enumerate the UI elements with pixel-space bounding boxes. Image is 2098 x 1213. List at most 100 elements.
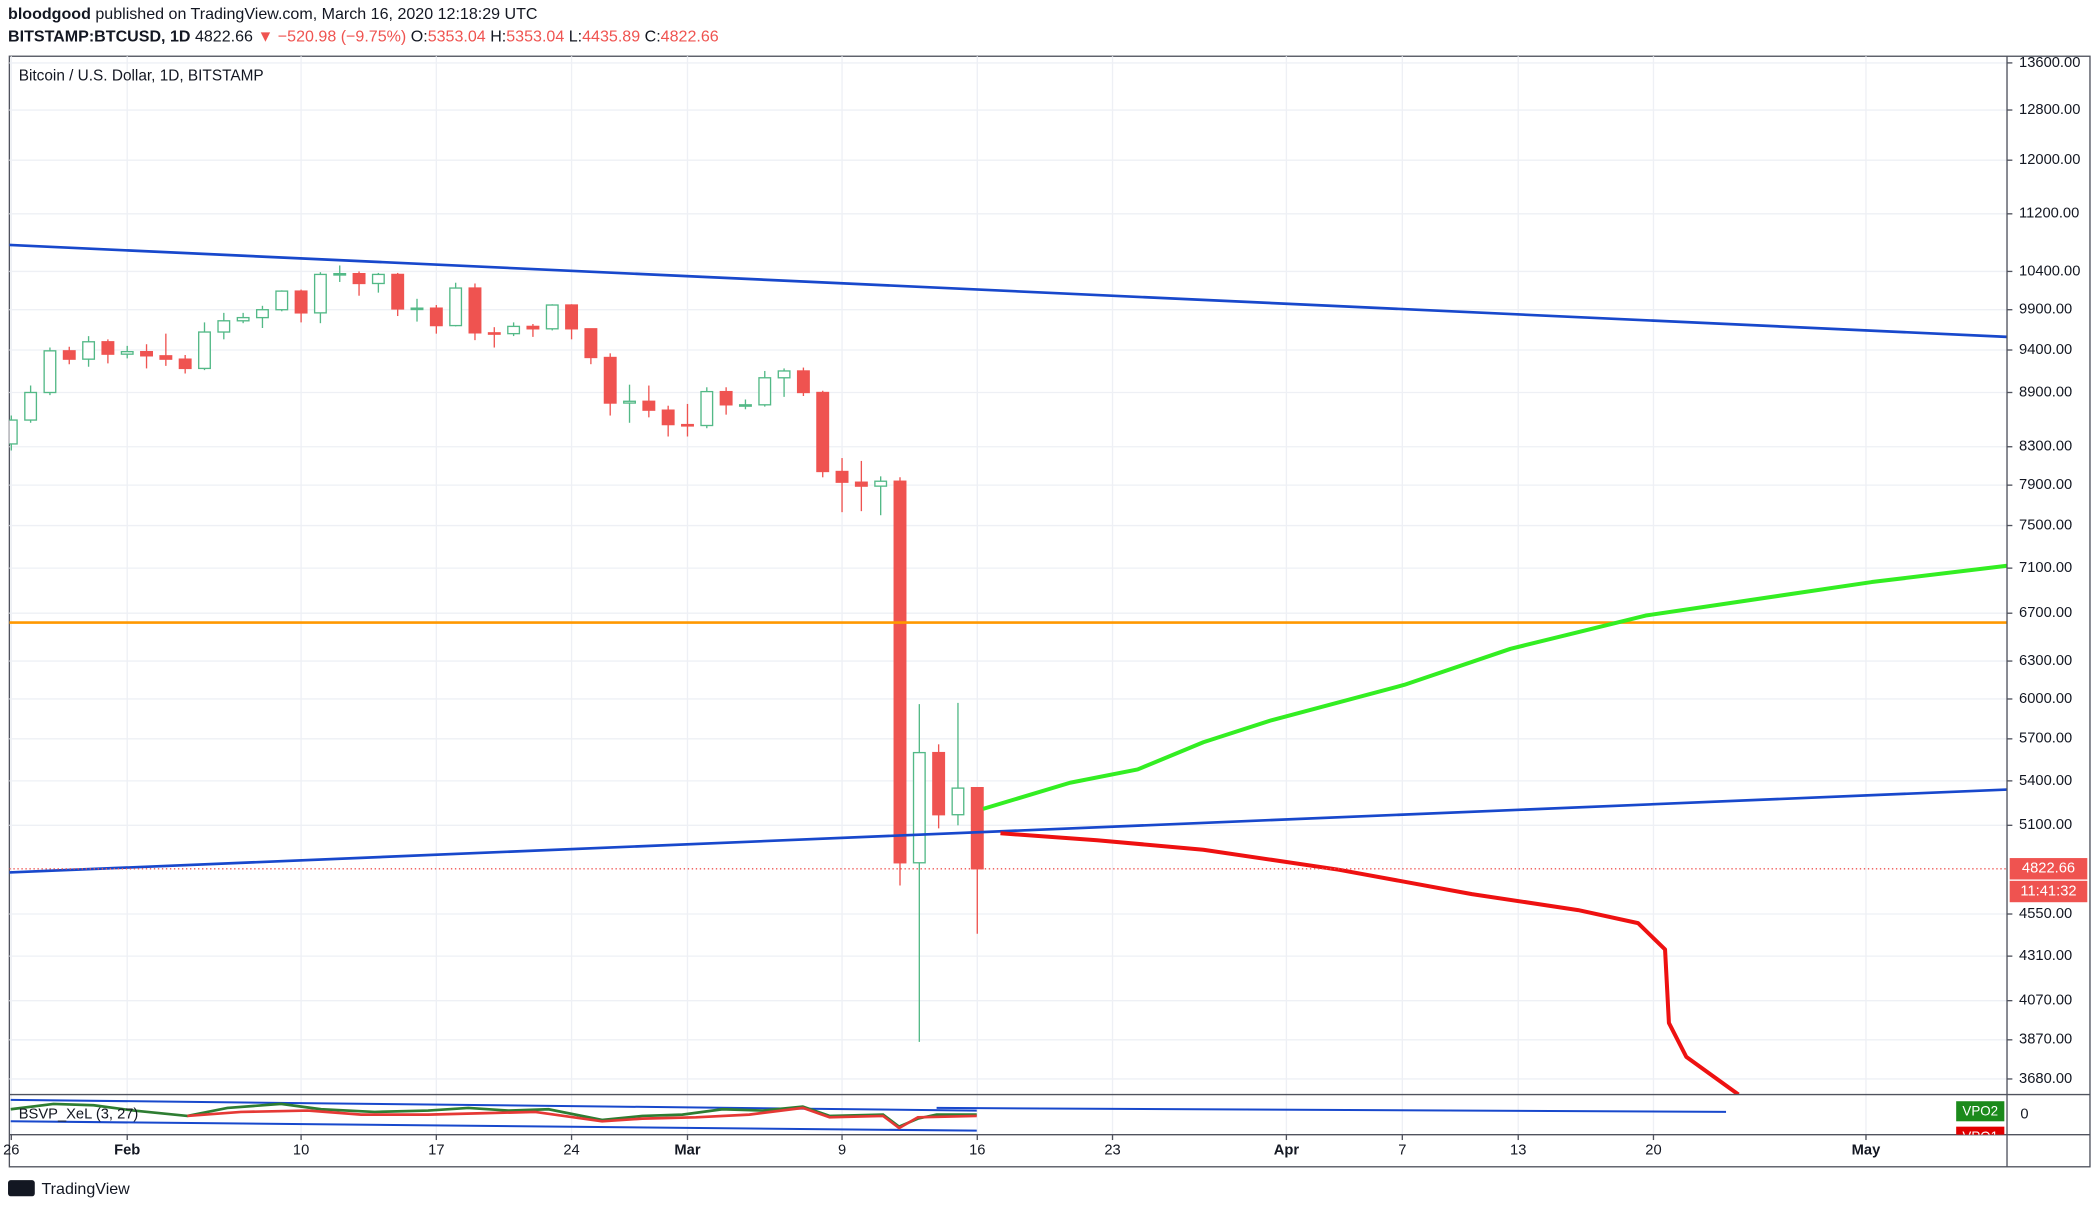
y-tick-label: 8900.00 [2019, 384, 2072, 400]
y-tick-label: 12800.00 [2019, 102, 2080, 118]
published: published on TradingView.com, March 16, … [95, 5, 537, 23]
candle-body [700, 390, 714, 427]
indicator-line [187, 1106, 977, 1130]
badge-label: VPO2 [1962, 1103, 1998, 1118]
y-tick-label: 7900.00 [2019, 477, 2072, 493]
candle-body [120, 350, 134, 355]
y-tick-label: 13600.00 [2019, 55, 2080, 71]
indicator-badge [1956, 1126, 2005, 1135]
header-line-2: BITSTAMP:BTCUSD, 1D 4822.66 ▼ −520.98 (−… [8, 28, 719, 46]
publisher: bloodgood [8, 5, 91, 23]
indicator-line [10, 1120, 977, 1132]
x-tick-label: 26 [3, 1143, 19, 1159]
x-tick-label: May [1852, 1143, 1881, 1159]
x-tick-label: 24 [563, 1143, 579, 1159]
x-tick-label: Feb [114, 1143, 140, 1159]
x-tick-label: 7 [1398, 1143, 1406, 1159]
y-tick-label: 6000.00 [2019, 691, 2072, 707]
candle-body [24, 391, 38, 421]
high-value: 5353.04 [506, 28, 564, 46]
y-tick-label: 3680.00 [2019, 1071, 2072, 1087]
candle-body [159, 355, 173, 360]
y-tick-label: 7500.00 [2019, 517, 2072, 533]
last-price-label: 4822.66 [2022, 861, 2075, 877]
y-tick-label: 9900.00 [2019, 302, 2072, 318]
y-tick-label: 5100.00 [2019, 817, 2072, 833]
candle-body [970, 786, 984, 870]
x-tick-label: 16 [969, 1143, 985, 1159]
candle-body [101, 341, 115, 355]
candle-body [951, 787, 965, 816]
candle-body [236, 316, 250, 322]
candle-body [545, 304, 559, 330]
header-line-1: bloodgood published on TradingView.com, … [8, 5, 538, 23]
candle-body [874, 480, 888, 487]
candle-body [854, 481, 868, 487]
candle-body [738, 404, 752, 407]
y-tick-label: 4550.00 [2019, 906, 2072, 922]
candle-body [352, 273, 366, 285]
candle-body [449, 287, 463, 327]
y-tick-label: 6700.00 [2019, 605, 2072, 621]
drawing-line [9, 788, 2008, 874]
candle-body [429, 307, 443, 327]
drawing-line [982, 563, 2008, 811]
x-tick-label: Mar [674, 1143, 700, 1159]
candle-body [391, 273, 405, 310]
candle-body [255, 309, 269, 319]
candle-body [816, 391, 830, 473]
x-tick-label: Apr [1274, 1143, 1300, 1159]
indicator-pane: VPO2 VPO1 [10, 1098, 2005, 1144]
footer-logo: TradingView [8, 1180, 130, 1198]
candle-body [410, 307, 424, 311]
x-tick-label: 10 [293, 1143, 309, 1159]
candle-body [275, 290, 289, 311]
y-tick-label: 11200.00 [2019, 206, 2079, 222]
y-tick-label: 3870.00 [2019, 1032, 2072, 1048]
y-tick-label: 7100.00 [2019, 560, 2072, 576]
indicator-line [936, 1106, 1727, 1113]
candle-body [642, 400, 656, 411]
x-tick-label: 20 [1645, 1143, 1661, 1159]
close-value: 4822.66 [661, 28, 719, 46]
y-tick-label: 10400.00 [2019, 263, 2080, 279]
candle-body [912, 751, 926, 864]
main-pane [9, 243, 2008, 1095]
open-value: 5353.04 [428, 28, 486, 46]
countdown-label: 11:41:32 [2020, 883, 2076, 899]
candle-body [584, 328, 598, 359]
y-tick-label: 5400.00 [2019, 773, 2072, 789]
y-tick-label: 9400.00 [2019, 342, 2072, 358]
candle-body [140, 350, 154, 357]
y-tick-label: 5700.00 [2019, 731, 2072, 747]
low-label: L: [569, 28, 582, 46]
indicator-badge [1956, 1101, 2005, 1122]
candle-body [661, 409, 675, 426]
candle-body [313, 273, 327, 314]
y-tick-label: 4070.00 [2019, 993, 2072, 1009]
low-value: 4435.89 [582, 28, 640, 46]
grid [9, 56, 2008, 1135]
candle-body [178, 358, 192, 370]
change: −520.98 (−9.75%) [278, 28, 406, 46]
candle-body [198, 331, 211, 370]
chart-frame [8, 55, 2091, 1168]
drawing-line [9, 243, 2008, 339]
badge-label: VPO1 [1962, 1129, 1998, 1144]
high-label: H: [490, 28, 506, 46]
y-tick-label: 8300.00 [2019, 439, 2072, 455]
y-tick-label: 4310.00 [2019, 948, 2072, 964]
candle-body [487, 332, 501, 335]
down-arrow: ▼ [257, 28, 273, 46]
x-tick-label: 17 [428, 1143, 444, 1159]
candle-body [565, 304, 579, 330]
candle-body [371, 273, 385, 285]
y-tick-label: 6300.00 [2019, 653, 2072, 669]
candle-body [758, 377, 772, 406]
candle-body [62, 350, 76, 360]
candle-body [623, 400, 636, 404]
logo-mark [8, 1180, 35, 1197]
candle-body [893, 480, 907, 864]
candle-body [526, 325, 540, 330]
candle-body [82, 341, 96, 360]
